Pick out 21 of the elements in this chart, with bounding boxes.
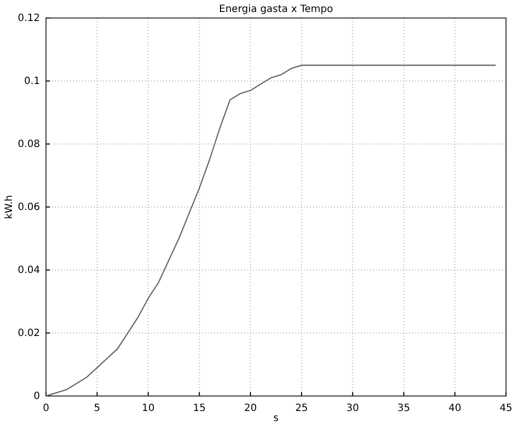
y-tick-label: 0.02 bbox=[18, 328, 40, 340]
x-tick-label: 10 bbox=[142, 403, 155, 414]
y-tick-label: 0.12 bbox=[18, 13, 40, 24]
y-tick-label: 0.1 bbox=[24, 76, 40, 88]
y-tick-label: 0.04 bbox=[18, 265, 40, 276]
y-axis-title: kW.h bbox=[4, 194, 15, 220]
x-tick-label: 40 bbox=[448, 403, 462, 414]
x-tick-label: 20 bbox=[244, 403, 257, 414]
x-tick-label: 45 bbox=[500, 403, 512, 414]
line-series bbox=[45, 64, 496, 397]
x-tick-label: 35 bbox=[397, 403, 410, 414]
x-tick-label: 30 bbox=[346, 403, 360, 414]
x-tick-label: 25 bbox=[295, 403, 308, 414]
x-tick-label: 0 bbox=[42, 403, 50, 414]
y-tick-label: 0.06 bbox=[18, 202, 40, 214]
x-axis-title: s bbox=[273, 413, 279, 424]
x-tick-label: 5 bbox=[94, 403, 100, 414]
y-tick-label: 0.08 bbox=[18, 139, 40, 150]
x-tick-label: 15 bbox=[192, 403, 206, 414]
chart-title: Energia gasta x Tempo bbox=[219, 4, 333, 15]
y-tick-label: 0 bbox=[34, 391, 40, 402]
